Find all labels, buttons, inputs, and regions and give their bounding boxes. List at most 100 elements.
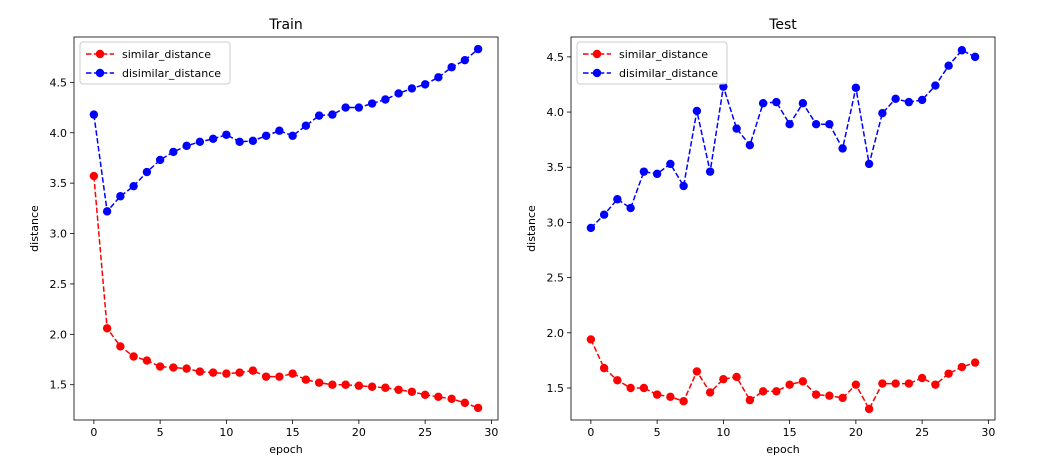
data-point (301, 121, 311, 130)
data-point (407, 84, 417, 93)
data-point (811, 119, 821, 129)
data-point (878, 108, 887, 118)
data-point (195, 137, 205, 147)
data-point (142, 356, 152, 365)
chart-title: Train (268, 17, 303, 33)
data-point (129, 352, 138, 361)
x-axis-label: epoch (269, 443, 303, 456)
data-point (599, 210, 609, 219)
data-point (944, 369, 953, 378)
data-point (394, 89, 403, 98)
data-point (208, 368, 218, 377)
data-point (222, 130, 231, 139)
data-point (586, 335, 596, 344)
data-point (679, 181, 688, 191)
data-point (275, 126, 284, 135)
data-point (248, 366, 258, 375)
data-point (772, 97, 781, 107)
data-point (407, 387, 417, 396)
data-point (288, 131, 297, 140)
series-similar-distance (586, 335, 980, 414)
data-point (613, 195, 622, 204)
series-line (93, 176, 479, 409)
data-point (692, 367, 702, 376)
data-point (679, 397, 688, 406)
data-point (705, 388, 715, 397)
data-point (420, 80, 430, 89)
data-point (798, 377, 808, 386)
data-point (328, 380, 337, 389)
x-tick-label: 30 (484, 426, 498, 439)
data-point (745, 395, 755, 405)
data-point (155, 362, 165, 371)
y-tick-label: 3.5 (547, 161, 565, 174)
data-point (381, 383, 390, 392)
data-point (129, 181, 138, 191)
series-similar-distance (89, 171, 483, 413)
data-point (420, 390, 430, 400)
x-tick-label: 25 (418, 426, 432, 439)
data-point (613, 376, 622, 385)
data-point (116, 342, 125, 351)
data-point (102, 324, 112, 333)
series-disimilar-distance (89, 44, 483, 216)
data-point (341, 103, 350, 112)
data-point (758, 387, 768, 396)
data-point (851, 380, 861, 389)
x-tick-label: 20 (849, 426, 863, 439)
legend-marker (95, 68, 105, 78)
data-point (155, 155, 165, 165)
data-point (904, 97, 914, 107)
x-tick-label: 25 (915, 426, 929, 439)
legend-label: disimilar_distance (122, 67, 221, 80)
y-tick-label: 4.5 (547, 51, 565, 64)
data-point (169, 147, 178, 157)
data-point (719, 374, 728, 384)
data-point (666, 392, 675, 402)
data-point (447, 394, 456, 404)
data-point (599, 363, 609, 373)
plot-frame (570, 36, 996, 421)
y-tick-label: 2.0 (547, 327, 565, 340)
data-point (222, 369, 231, 378)
data-point (666, 159, 675, 169)
data-point (314, 378, 324, 387)
y-tick-label: 2.0 (50, 328, 68, 341)
data-point (891, 94, 900, 104)
data-point (434, 73, 443, 82)
data-point (235, 368, 244, 377)
data-point (719, 82, 728, 91)
data-point (89, 171, 99, 181)
data-point (785, 119, 794, 129)
data-point (944, 61, 953, 70)
data-point (367, 99, 377, 108)
data-point (838, 393, 847, 403)
data-point (381, 95, 390, 104)
y-tick-label: 3.0 (50, 228, 68, 241)
data-point (460, 55, 470, 65)
data-point (957, 46, 967, 55)
data-point (102, 207, 112, 216)
data-point (248, 136, 258, 146)
data-point (473, 403, 483, 413)
data-point (864, 159, 874, 169)
y-axis-label: distance (525, 205, 538, 252)
data-point (586, 223, 596, 233)
legend-box (79, 41, 231, 85)
y-tick-label: 4.0 (547, 106, 565, 119)
x-tick-label: 10 (716, 426, 730, 439)
data-point (460, 398, 470, 408)
data-point (261, 131, 271, 140)
y-tick-label: 3.5 (50, 177, 68, 190)
data-point (473, 44, 483, 54)
y-tick-label: 3.0 (547, 216, 565, 229)
data-point (732, 124, 741, 133)
legend-label: similar_distance (619, 48, 708, 61)
data-point (931, 380, 940, 389)
legend: similar_distance disimilar_distance (79, 41, 231, 85)
data-point (288, 369, 297, 378)
data-point (891, 379, 900, 388)
data-point (639, 383, 649, 393)
data-point (394, 385, 403, 394)
data-point (917, 95, 927, 105)
